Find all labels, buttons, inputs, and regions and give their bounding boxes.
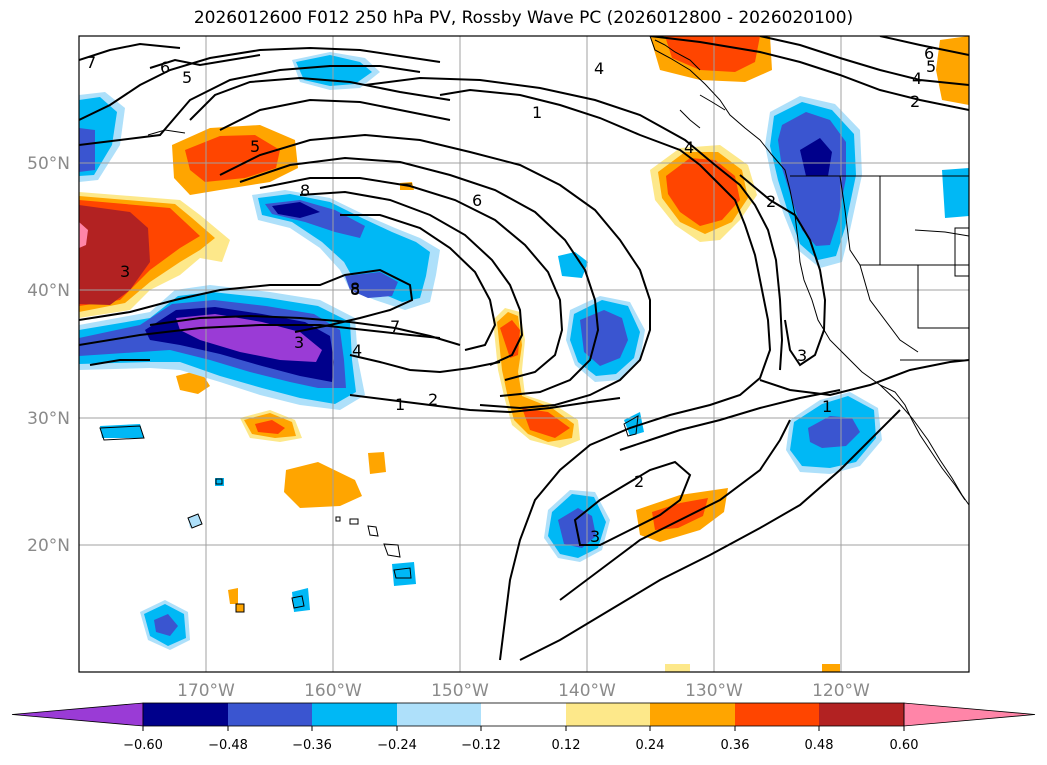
contour-label: 2 (910, 92, 920, 111)
lon-label: 130°W (685, 681, 743, 701)
colorbar-extend-low (11, 702, 144, 727)
lat-label: 30°N (27, 409, 70, 429)
contour-label: 4 (684, 138, 694, 157)
lat-label: 40°N (27, 281, 70, 301)
contour-label: 7 (390, 317, 400, 336)
colorbar-tick-label: 0.24 (636, 738, 665, 753)
contour-label: 3 (590, 527, 600, 546)
contour-label: 4 (352, 341, 362, 360)
contour-label: 5 (250, 137, 260, 156)
colorbar-extend-high (903, 702, 1036, 727)
longitude-labels: 170°W 160°W 150°W 140°W 130°W 120°W (177, 681, 870, 701)
contour-label: 4 (912, 69, 922, 88)
contour-label: 2 (428, 390, 438, 409)
contour-labels: 7 6 5 1 4 6 5 4 2 5 8 8 6 4 3 8 7 4 3 1 … (86, 44, 936, 546)
colorbar-bin (650, 703, 735, 726)
contour-label: 3 (294, 333, 304, 352)
contour-label: 3 (797, 346, 807, 365)
contour-label: 6 (924, 44, 934, 63)
colorbar: −0.60 −0.48 −0.36 −0.24 −0.12 0.12 0.24 … (11, 702, 1036, 753)
lon-label: 120°W (812, 681, 870, 701)
colorbar-bin (312, 703, 397, 726)
lon-label: 140°W (558, 681, 616, 701)
contour-label: 1 (822, 397, 832, 416)
colorbar-bin (481, 703, 566, 726)
contour-label: 8 (300, 181, 310, 200)
colorbar-tick-label: 0.36 (721, 738, 750, 753)
colorbar-bin (819, 703, 904, 726)
colorbar-bin (566, 703, 650, 726)
plot-frame (78, 35, 970, 673)
lat-label: 20°N (27, 536, 70, 556)
lon-label: 170°W (177, 681, 235, 701)
colorbar-bin (397, 703, 481, 726)
map-title: 2026012600 F012 250 hPa PV, Rossby Wave … (193, 8, 854, 28)
plot-area: 7 6 5 1 4 6 5 4 2 5 8 8 6 4 3 8 7 4 3 1 … (79, 36, 969, 672)
contour-label: 2 (634, 472, 644, 491)
contour-label: 1 (395, 395, 405, 414)
contour-label: 5 (182, 68, 192, 87)
lat-label: 50°N (27, 154, 70, 174)
islands (99, 129, 639, 613)
contour-label: 7 (86, 53, 96, 72)
colorbar-tick-label: −0.48 (208, 738, 248, 753)
contour-lines (79, 36, 969, 661)
colorbar-tick-label: −0.36 (292, 738, 332, 753)
latitude-labels: 50°N 40°N 30°N 20°N (27, 154, 70, 556)
lon-label: 160°W (304, 681, 362, 701)
contour-label: 6 (160, 58, 170, 77)
contour-label: 6 (472, 191, 482, 210)
contour-label: 1 (532, 103, 542, 122)
colorbar-bin (228, 703, 312, 726)
contour-label: 8 (350, 280, 360, 299)
colorbar-tick-label: 0.48 (805, 738, 834, 753)
contour-label: 3 (120, 262, 130, 281)
colorbar-tick-label: −0.12 (461, 738, 501, 753)
contour-label: 2 (766, 192, 776, 211)
colorbar-bin (143, 703, 228, 726)
colorbar-bin (735, 703, 819, 726)
lon-label: 150°W (431, 681, 489, 701)
contour-label: 8 (350, 279, 360, 298)
contour-label: 5 (926, 57, 936, 76)
coastlines (649, 36, 969, 506)
colorbar-tick-label: −0.60 (123, 738, 163, 753)
colorbar-tick-label: 0.12 (552, 738, 581, 753)
contour-label: 4 (594, 59, 604, 78)
colorbar-tick-label: −0.24 (377, 738, 417, 753)
colorbar-tick-label: 0.60 (890, 738, 919, 753)
